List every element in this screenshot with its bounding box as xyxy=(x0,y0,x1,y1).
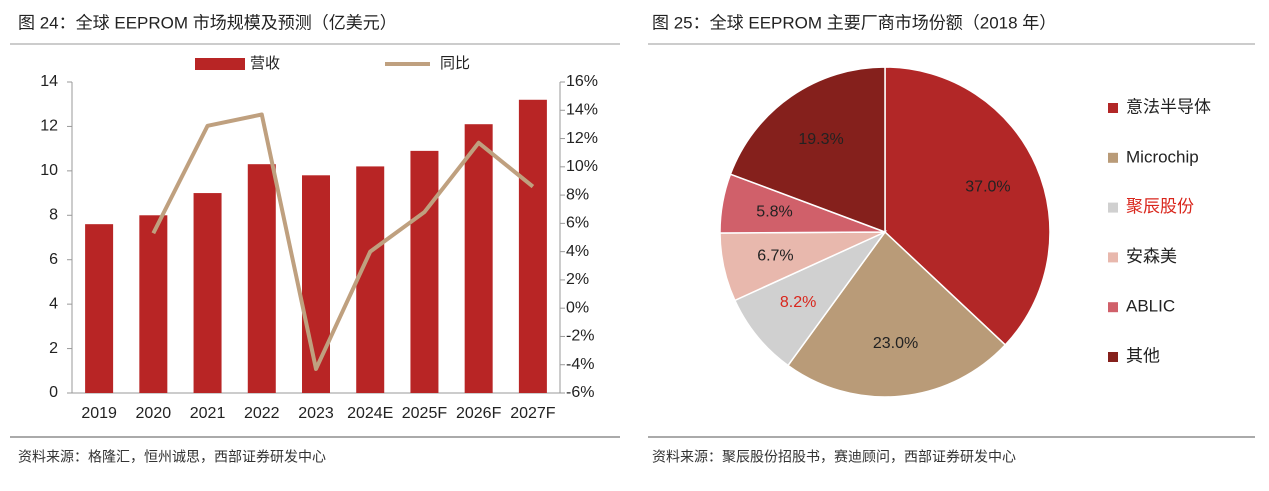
bar xyxy=(139,215,168,393)
source: 资料来源：格隆汇，恒州诚思，西部证券研发中心 xyxy=(18,449,326,465)
legend-swatch xyxy=(1108,202,1118,213)
y2-tick-label: -4% xyxy=(566,356,594,373)
y2-tick-label: 6% xyxy=(566,215,589,232)
x-tick-label: 2020 xyxy=(136,405,172,422)
line-series xyxy=(151,112,535,371)
y2-tick-label: 0% xyxy=(566,299,589,316)
bar xyxy=(247,164,276,393)
legend-label: 意法半导体 xyxy=(1126,97,1211,116)
pie-slice xyxy=(884,66,1051,347)
chart-title: 图 24：全球 EEPROM 市场规模及预测（亿美元） xyxy=(18,13,397,32)
y2-tick-label: 10% xyxy=(566,158,598,175)
legend-swatch xyxy=(1108,103,1118,113)
legend-label: 安森美 xyxy=(1126,247,1177,266)
legend-label: 其他 xyxy=(1126,346,1160,365)
y2-tick-label: 12% xyxy=(566,130,598,147)
pie-slice xyxy=(786,230,1007,398)
x-tick-label: 2024E xyxy=(347,405,393,422)
x-tick-label: 2027F xyxy=(510,405,556,422)
bar xyxy=(464,124,493,393)
y-tick-label: 10 xyxy=(40,162,58,179)
x-tick-label: 2021 xyxy=(190,405,226,422)
chart-title: 图 25：全球 EEPROM 主要厂商市场份额（2018 年） xyxy=(652,13,1056,32)
legend-label: 营收 xyxy=(250,55,280,72)
data-label: 8.2% xyxy=(780,294,816,311)
legend-swatch xyxy=(1108,352,1118,362)
bar xyxy=(356,166,385,393)
y2-tick-label: 14% xyxy=(566,101,598,118)
data-label: 23.0% xyxy=(873,335,918,352)
data-label: 5.8% xyxy=(756,204,792,221)
y2-tick-label: -2% xyxy=(566,328,594,345)
legend-label: 同比 xyxy=(440,55,470,72)
x-tick-label: 2023 xyxy=(298,405,334,422)
y-tick-label: 2 xyxy=(49,340,58,357)
x-tick-label: 2019 xyxy=(81,405,117,422)
x-tick-label: 2025F xyxy=(402,405,448,422)
legend-label: Microchip xyxy=(1126,147,1199,166)
bar xyxy=(85,224,114,393)
y-tick-label: 14 xyxy=(40,73,58,90)
legend-label: 聚辰股份 xyxy=(1126,197,1194,216)
data-label: 19.3% xyxy=(798,131,843,148)
bar xyxy=(193,193,222,393)
y2-tick-label: 16% xyxy=(566,73,598,90)
x-tick-label: 2026F xyxy=(456,405,502,422)
legend-swatch xyxy=(195,58,245,70)
y2-tick-label: -6% xyxy=(566,384,594,401)
x-tick-label: 2022 xyxy=(244,405,280,422)
bar xyxy=(302,175,330,393)
data-label: 6.7% xyxy=(757,247,793,264)
y2-tick-label: 8% xyxy=(566,186,589,203)
y-tick-label: 0 xyxy=(49,384,58,401)
legend-swatch xyxy=(1108,152,1118,163)
legend-label: ABLIC xyxy=(1126,297,1175,316)
pie-slice xyxy=(729,66,886,234)
y-tick-label: 4 xyxy=(49,295,58,312)
legend-swatch xyxy=(1108,252,1118,263)
bar xyxy=(518,99,547,394)
y2-tick-label: 2% xyxy=(566,271,589,288)
source: 资料来源：聚辰股份招股书，赛迪顾问，西部证券研发中心 xyxy=(652,449,1016,465)
bar xyxy=(410,150,439,393)
y-tick-label: 6 xyxy=(49,251,58,268)
y-tick-label: 8 xyxy=(49,207,58,224)
y2-tick-label: 4% xyxy=(566,243,589,260)
y-tick-label: 12 xyxy=(40,118,58,135)
data-label: 37.0% xyxy=(965,179,1010,196)
legend-swatch xyxy=(1108,302,1118,313)
